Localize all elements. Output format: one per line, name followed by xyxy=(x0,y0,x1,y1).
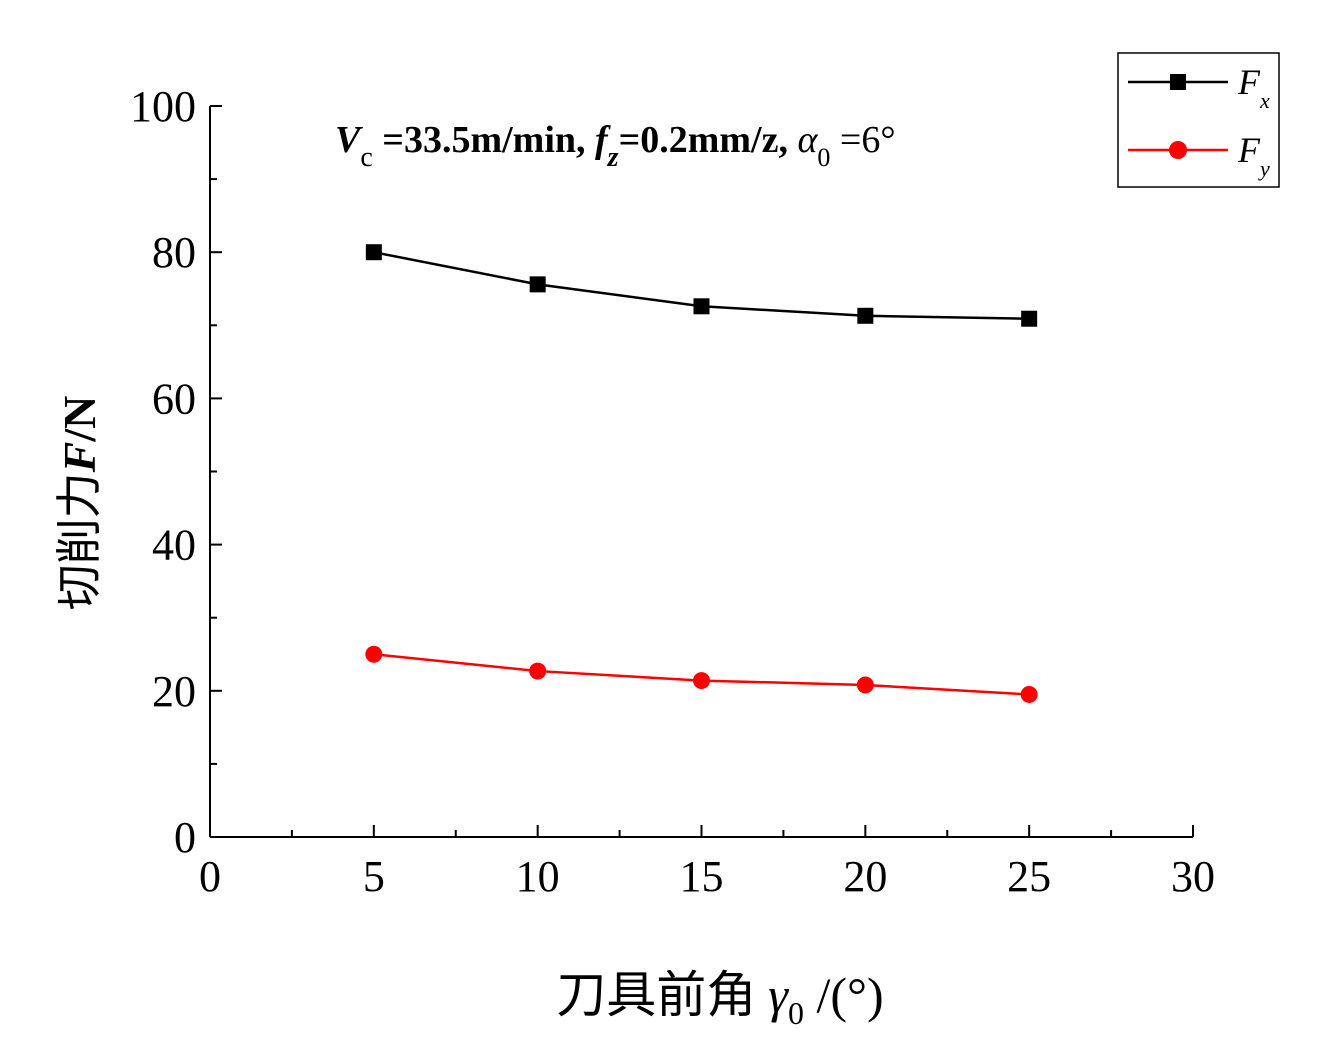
y-tick-label: 80 xyxy=(152,228,196,277)
legend-label-fy: Fy xyxy=(1237,130,1270,181)
data-point-square xyxy=(365,244,382,261)
data-point-circle xyxy=(856,676,874,694)
legend-marker-circle xyxy=(1169,141,1187,159)
y-tick-label: 40 xyxy=(152,521,196,570)
x-tick-label: 30 xyxy=(1171,852,1215,901)
series-Fx xyxy=(365,244,1038,327)
legend-marker-square xyxy=(1170,74,1186,90)
legend-box xyxy=(1117,52,1280,188)
legend-label-fx: Fx xyxy=(1237,62,1270,113)
y-tick-label: 20 xyxy=(152,667,196,716)
data-point-square xyxy=(1021,310,1038,327)
legend: Fx Fy xyxy=(1117,52,1280,188)
series-Fy xyxy=(365,645,1038,703)
data-point-square xyxy=(857,307,874,324)
data-point-circle xyxy=(365,645,383,663)
x-tick-label: 5 xyxy=(363,852,385,901)
series-layer xyxy=(365,244,1038,703)
x-tick-label: 15 xyxy=(680,852,724,901)
x-axis-label: 刀具前角 γ0 /(°) xyxy=(556,966,883,1031)
x-tick-label: 0 xyxy=(199,852,221,901)
y-tick-label: 0 xyxy=(174,813,196,862)
data-point-square xyxy=(529,276,546,293)
x-tick-label: 10 xyxy=(516,852,560,901)
data-point-circle xyxy=(1020,685,1038,703)
data-point-circle xyxy=(529,662,547,680)
y-tick-label: 60 xyxy=(152,374,196,423)
legend-item-fx: Fx xyxy=(1128,62,1270,113)
y-axis-label: 切削力F/N xyxy=(52,396,106,611)
x-tick-label: 25 xyxy=(1007,852,1051,901)
axes: 0 5 10 15 20 25 30 0 20 40 60 80 100 xyxy=(130,82,1215,901)
y-tick-label: 100 xyxy=(130,82,196,131)
data-point-circle xyxy=(693,672,710,690)
x-tick-label: 20 xyxy=(843,852,887,901)
annotation: Vc =33.5m/min, fz=0.2mm/z, α0 =6° xyxy=(335,119,896,173)
data-point-square xyxy=(693,298,710,315)
legend-item-fy: Fy xyxy=(1128,130,1270,181)
